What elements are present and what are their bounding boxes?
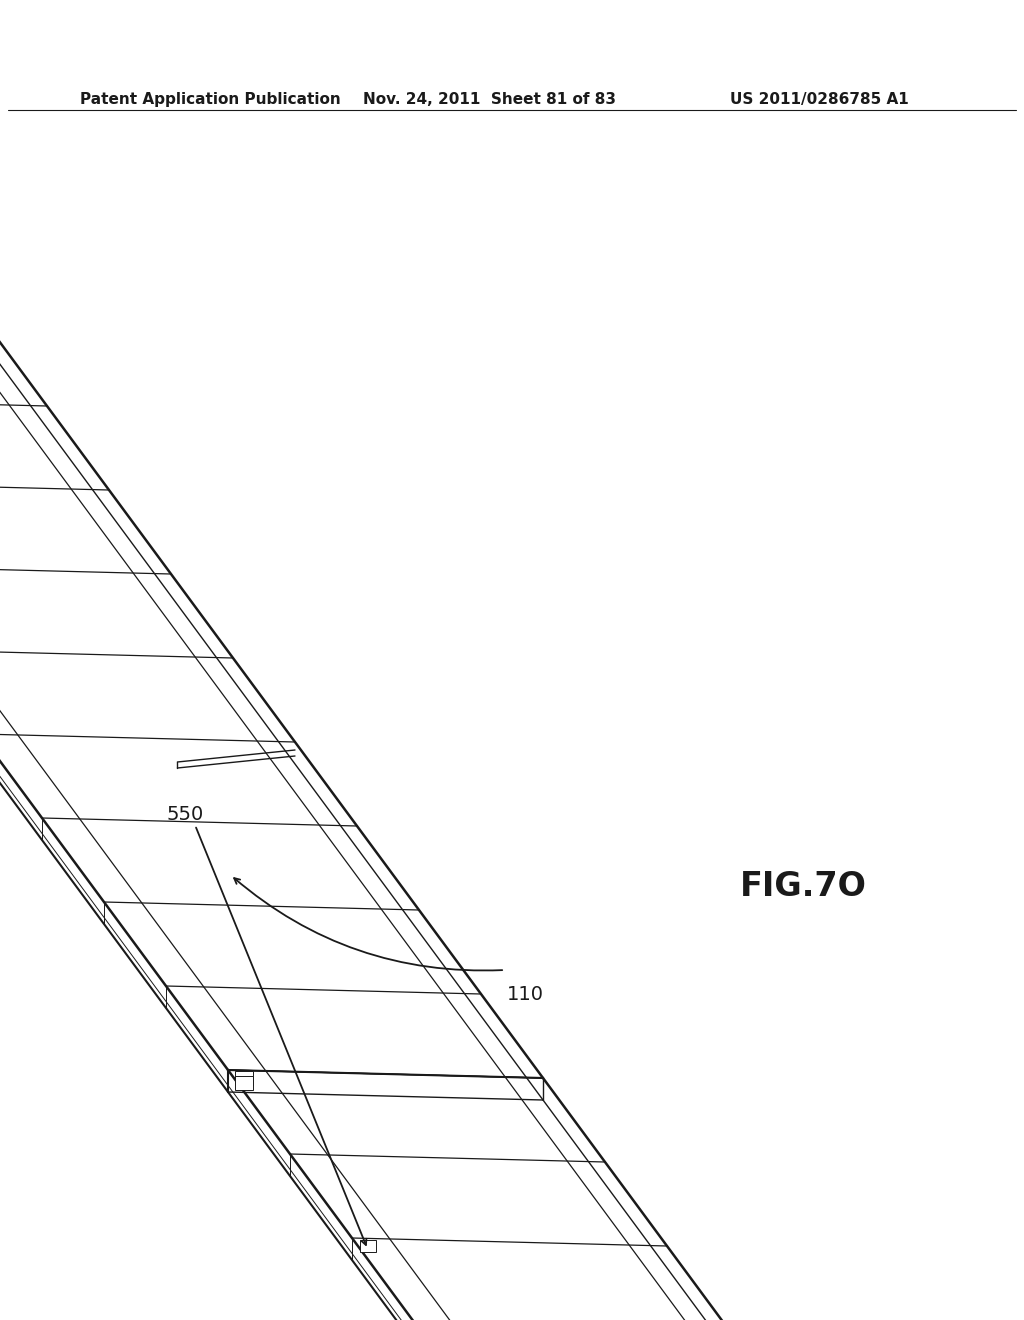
Bar [234, 1076, 253, 1090]
Bar [234, 1071, 253, 1085]
Bar [359, 1239, 376, 1253]
Text: FIG.7O: FIG.7O [740, 870, 867, 903]
Text: US 2011/0286785 A1: US 2011/0286785 A1 [730, 92, 908, 107]
Text: Patent Application Publication: Patent Application Publication [80, 92, 341, 107]
Text: Nov. 24, 2011  Sheet 81 of 83: Nov. 24, 2011 Sheet 81 of 83 [362, 92, 616, 107]
Text: 110: 110 [507, 985, 544, 1005]
Text: 550: 550 [166, 805, 204, 824]
